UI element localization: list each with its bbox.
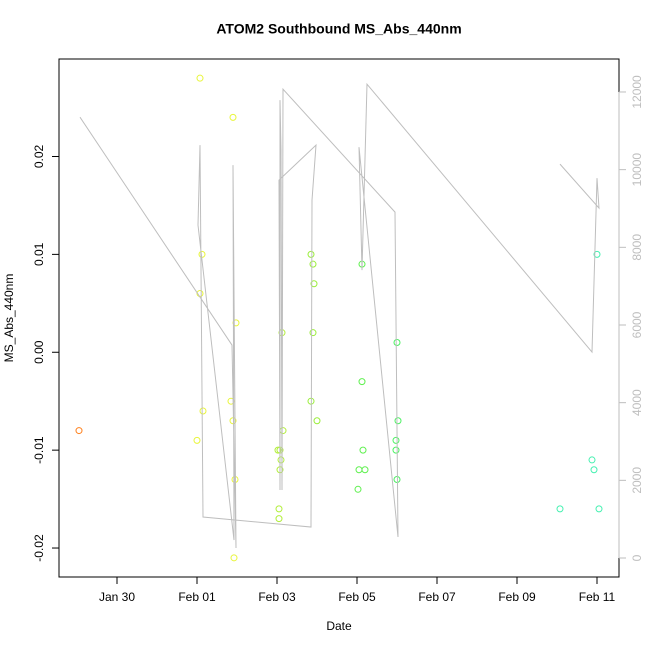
- point: [593, 250, 601, 258]
- x-tick-label: Feb 05: [338, 590, 376, 604]
- y-tick-label: -0.02: [32, 534, 46, 562]
- point: [393, 338, 401, 346]
- y2-tick-label: 8000: [630, 234, 644, 261]
- point: [310, 280, 318, 288]
- point: [309, 260, 317, 268]
- point: [279, 427, 287, 435]
- x-tick-label: Feb 11: [579, 590, 616, 604]
- point: [595, 505, 603, 513]
- x-tick-label: Feb 09: [498, 590, 536, 604]
- point: [275, 505, 283, 513]
- point: [354, 485, 362, 493]
- point: [229, 113, 237, 121]
- y2-tick-label: 0: [630, 554, 644, 561]
- x-tick-label: Feb 03: [258, 590, 296, 604]
- x-tick-label: Jan 30: [99, 590, 135, 604]
- point: [590, 466, 598, 474]
- y2-tick-label: 12000: [630, 75, 644, 109]
- point: [193, 436, 201, 444]
- point: [230, 554, 238, 562]
- point: [588, 456, 596, 464]
- point: [394, 417, 402, 425]
- x-axis-label: Date: [326, 619, 352, 633]
- point: [359, 446, 367, 454]
- point: [75, 427, 83, 435]
- altitude-line: [79, 82, 600, 549]
- point: [313, 417, 321, 425]
- x-tick-label: Feb 01: [178, 590, 216, 604]
- point: [392, 436, 400, 444]
- point: [355, 466, 363, 474]
- y2-tick-label: 2000: [630, 467, 644, 494]
- point: [275, 515, 283, 523]
- y-tick-label: -0.01: [32, 436, 46, 464]
- point: [196, 74, 204, 82]
- y2-tick-label: 6000: [630, 311, 644, 338]
- point: [199, 407, 207, 415]
- point: [556, 505, 564, 513]
- y-axis-label: MS_Abs_440nm: [2, 274, 16, 363]
- chart-title: ATOM2 Southbound MS_Abs_440nm: [216, 21, 461, 37]
- y-tick-label: 0.00: [32, 340, 46, 364]
- point: [361, 466, 369, 474]
- point: [274, 446, 282, 454]
- y-tick-label: 0.01: [32, 242, 46, 266]
- point: [307, 250, 315, 258]
- point: [392, 446, 400, 454]
- plot-frame: [58, 58, 620, 578]
- y2-tick-label: 4000: [630, 389, 644, 416]
- point: [309, 329, 317, 337]
- y2-tick-label: 10000: [630, 153, 644, 187]
- point: [358, 378, 366, 386]
- x-tick-label: Feb 07: [418, 590, 456, 604]
- point: [277, 456, 285, 464]
- y-tick-label: 0.02: [32, 144, 46, 168]
